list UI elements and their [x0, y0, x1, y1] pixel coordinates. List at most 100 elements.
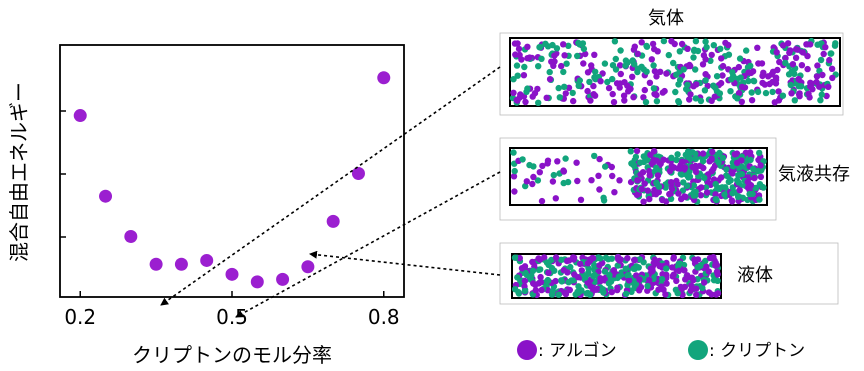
- argon-particle: [719, 62, 727, 70]
- krypton-particle: [663, 265, 670, 272]
- krypton-particle: [798, 83, 805, 90]
- gas-panel-frame: [499, 32, 844, 116]
- argon-particle: [514, 97, 521, 104]
- argon-particle: [634, 177, 641, 184]
- argon-particle: [825, 83, 832, 91]
- krypton-particle: [715, 159, 722, 166]
- argon-particle: [647, 151, 654, 158]
- krypton-particle: [750, 77, 757, 85]
- argon-particle: [647, 265, 654, 272]
- y-axis-ticks: [60, 110, 66, 238]
- krypton-particle: [630, 265, 637, 272]
- liquid-particles: [511, 253, 722, 299]
- argon-particle: [751, 174, 758, 182]
- argon-particle: [796, 90, 803, 97]
- krypton-particle: [725, 178, 732, 186]
- argon-particle: [744, 178, 751, 186]
- argon-particle: [682, 193, 689, 201]
- argon-particle: [807, 83, 814, 90]
- data-point: [174, 257, 188, 271]
- argon-particle: [699, 61, 707, 68]
- krypton-particle: [551, 267, 558, 274]
- argon-particle: [795, 76, 802, 83]
- krypton-particle: [684, 81, 691, 89]
- coexistence-particles: [510, 147, 767, 205]
- argon-particle: [663, 280, 670, 287]
- krypton-particle: [672, 88, 679, 96]
- krypton-particle: [674, 151, 681, 158]
- argon-particle: [589, 254, 597, 262]
- argon-particle: [510, 89, 517, 97]
- data-point: [276, 272, 290, 286]
- argon-particle: [646, 276, 653, 284]
- krypton-particle: [569, 89, 576, 97]
- argon-particle: [562, 90, 569, 97]
- krypton-particle: [601, 268, 609, 275]
- argon-particle: [544, 157, 552, 164]
- krypton-particle: [522, 269, 529, 277]
- krypton-particle: [716, 149, 723, 157]
- argon-particle: [630, 46, 638, 53]
- krypton-particle: [644, 282, 651, 290]
- krypton-particle: [599, 286, 606, 293]
- argon-particle: [516, 51, 523, 59]
- argon-particle: [673, 277, 680, 285]
- argon-particle: [759, 79, 766, 87]
- argon-particle: [698, 184, 705, 191]
- argon-particle: [584, 87, 591, 95]
- krypton-particle: [710, 277, 718, 284]
- data-point: [250, 275, 264, 289]
- data-point: [149, 257, 163, 271]
- liquid-panel-frame: [499, 242, 839, 305]
- krypton-particle: [597, 255, 604, 262]
- krypton-particle: [737, 74, 744, 81]
- krypton-particle: [608, 255, 615, 262]
- krypton-particle: [703, 44, 710, 51]
- argon-particle: [611, 189, 618, 196]
- argon-particle: [651, 188, 658, 196]
- krypton-particle: [526, 161, 533, 169]
- krypton-particle: [617, 47, 624, 54]
- krypton-particle: [549, 287, 556, 295]
- krypton-particle: [565, 42, 572, 49]
- argon-particle: [537, 273, 544, 281]
- argon-particle: [571, 271, 578, 278]
- krypton-particle: [782, 59, 789, 67]
- krypton-particle: [660, 37, 668, 45]
- krypton-particle: [622, 290, 630, 297]
- argon-particle: [693, 291, 700, 298]
- krypton-particle: [817, 97, 824, 104]
- argon-particle: [531, 90, 539, 97]
- argon-particle: [616, 62, 624, 69]
- argon-particle: [718, 55, 725, 62]
- krypton-particle: [538, 55, 545, 62]
- krypton-particle: [510, 76, 517, 83]
- krypton-particle: [563, 60, 570, 67]
- krypton-particle: [716, 90, 724, 97]
- krypton-particle: [643, 68, 650, 75]
- argon-particle: [614, 286, 621, 294]
- argon-particle: [530, 173, 537, 181]
- argon-particle: [625, 88, 632, 95]
- krypton-particle: [697, 97, 705, 105]
- argon-particle: [669, 273, 676, 280]
- krypton-particle: [542, 40, 549, 47]
- argon-particle: [640, 94, 647, 101]
- argon-particle: [709, 148, 716, 156]
- krypton-particle: [719, 154, 727, 161]
- krypton-particle: [514, 72, 521, 79]
- argon-particle: [624, 255, 631, 262]
- krypton-particle: [529, 267, 537, 274]
- argon-particle: [692, 168, 700, 176]
- argon-particle: [605, 84, 613, 92]
- argon-particle: [514, 40, 521, 47]
- gas-simulation-box: [509, 37, 841, 107]
- argon-particle: [819, 71, 826, 79]
- liquid-panel-title: 液体: [737, 265, 773, 286]
- argon-particle: [712, 191, 719, 198]
- argon-particle: [663, 70, 670, 77]
- coexistence-panel: 気液共存: [499, 137, 850, 221]
- argon-particle: [582, 50, 589, 58]
- krypton-particle: [738, 163, 745, 170]
- data-points: [73, 71, 391, 289]
